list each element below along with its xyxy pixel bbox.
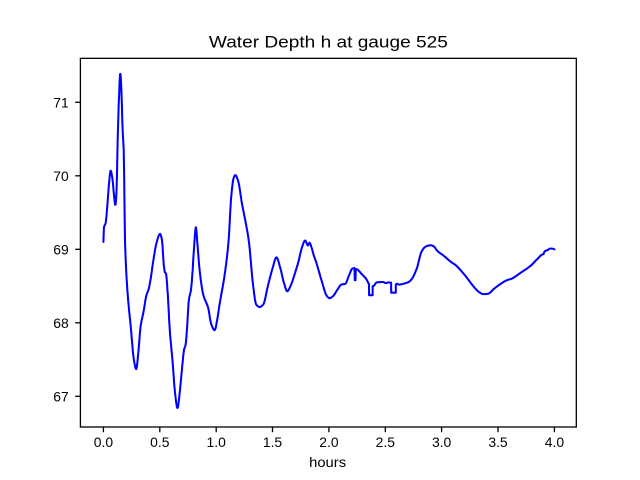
svg-text:69: 69 [53, 241, 69, 257]
svg-text:0.0: 0.0 [94, 434, 114, 450]
svg-text:2.5: 2.5 [376, 434, 396, 450]
svg-text:3.5: 3.5 [488, 434, 508, 450]
svg-text:70: 70 [53, 168, 69, 184]
svg-text:0.5: 0.5 [150, 434, 170, 450]
svg-text:3.0: 3.0 [432, 434, 452, 450]
svg-text:4.0: 4.0 [545, 434, 565, 450]
svg-text:1.0: 1.0 [207, 434, 227, 450]
svg-text:68: 68 [53, 315, 69, 331]
svg-text:71: 71 [53, 94, 69, 110]
svg-text:67: 67 [53, 388, 69, 404]
svg-text:2.0: 2.0 [319, 434, 339, 450]
svg-text:Water Depth h at gauge 525: Water Depth h at gauge 525 [209, 33, 448, 52]
svg-text:hours: hours [309, 454, 346, 470]
svg-text:1.5: 1.5 [263, 434, 283, 450]
